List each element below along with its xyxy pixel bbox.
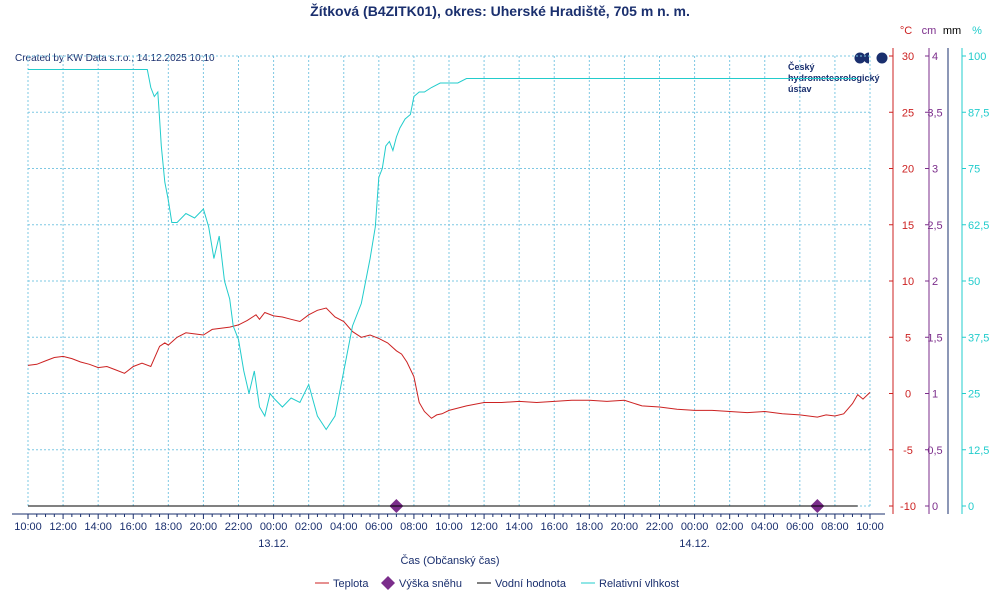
y-tick-label: 30	[902, 51, 914, 63]
y-axis-unit: °C	[900, 25, 912, 37]
y-tick-label: 12,5	[968, 445, 989, 457]
x-tick-label: 10:00	[856, 521, 884, 533]
y-axes: °C -10 -5 0 5 10 15 20 25 30 cm 0 0,5 1 1,5 2 2,5 3 3,5 4 mm…	[889, 25, 989, 514]
y-tick-label: 37,5	[968, 332, 989, 344]
x-tick-label: 04:00	[330, 521, 358, 533]
y-axis-unit: mm	[943, 25, 961, 37]
y-tick-label: 2,5	[927, 220, 942, 232]
plot-area	[27, 69, 871, 513]
legend-item: Relativní vlhkost	[581, 578, 679, 590]
date-label: 14.12.	[679, 538, 710, 550]
x-tick-label: 14:00	[84, 521, 112, 533]
y-tick-label: 15	[902, 220, 914, 232]
y-tick-label: 5	[905, 332, 911, 344]
legend-item: Výška sněhu	[381, 576, 462, 590]
x-tick-label: 12:00	[49, 521, 77, 533]
x-tick-label: 06:00	[365, 521, 393, 533]
y-tick-label: 25	[902, 107, 914, 119]
chart-title: Žítková (B4ZITK01), okres: Uherské Hradi…	[310, 2, 690, 19]
y-tick-label: 0	[932, 501, 938, 513]
x-tick-label: 06:00	[786, 521, 814, 533]
y-tick-label: 75	[968, 164, 980, 176]
y-tick-label: 25	[968, 389, 980, 401]
legend-label: Vodní hodnota	[495, 578, 567, 590]
x-tick-label: 10:00	[14, 521, 42, 533]
x-tick-label: 00:00	[260, 521, 288, 533]
y-axis-unit: cm	[922, 25, 937, 37]
date-label: 13.12.	[258, 538, 289, 550]
y-axis-mm: mm	[943, 25, 961, 514]
x-tick-label: 02:00	[716, 521, 744, 533]
series-relativn-vlhkost	[28, 69, 858, 431]
x-tick-label: 02:00	[295, 521, 323, 533]
chmi-logo-icon	[854, 52, 888, 64]
x-tick-label: 16:00	[540, 521, 568, 533]
y-tick-label: 4	[932, 51, 938, 63]
x-tick-label: 22:00	[646, 521, 674, 533]
y-tick-label: 0	[968, 501, 974, 513]
legend: Teplota Výška sněhu Vodní hodnota Relativní…	[315, 576, 679, 590]
x-tick-label: 20:00	[611, 521, 639, 533]
legend-label: Teplota	[333, 578, 369, 590]
y-axis-temp: °C -10 -5 0 5 10 15 20 25 30	[889, 25, 916, 514]
y-tick-label: -5	[903, 445, 913, 457]
credit-text: Created by KW Data s.r.o., 14.12.2025 10…	[15, 53, 215, 64]
x-tick-label: 10:00	[435, 521, 463, 533]
y-tick-label: 62,5	[968, 220, 989, 232]
y-tick-label: 3	[932, 164, 938, 176]
y-tick-label: 1	[932, 389, 938, 401]
y-tick-label: 50	[968, 276, 980, 288]
x-tick-label: 08:00	[821, 521, 849, 533]
y-tick-label: 10	[902, 276, 914, 288]
y-tick-label: 2	[932, 276, 938, 288]
series-line	[27, 307, 871, 419]
x-tick-label: 18:00	[576, 521, 604, 533]
y-tick-label: 1,5	[927, 332, 942, 344]
x-tick-label: 16:00	[119, 521, 147, 533]
x-tick-label: 04:00	[751, 521, 779, 533]
series-teplota	[27, 307, 871, 419]
x-tick-label: 00:00	[681, 521, 709, 533]
y-tick-label: -10	[900, 501, 916, 513]
x-tick-label: 20:00	[190, 521, 218, 533]
y-axis-cm: cm 0 0,5 1 1,5 2 2,5 3 3,5 4	[922, 25, 943, 514]
x-axis-label: Čas (Občanský čas)	[400, 554, 499, 567]
y-tick-label: 87,5	[968, 107, 989, 119]
x-axis: 10:00 12:00 14:00 16:00 18:00 20:00 22:00 00:00…	[12, 513, 885, 550]
y-tick-label: 0	[905, 389, 911, 401]
series-line	[28, 69, 858, 431]
x-tick-label: 08:00	[400, 521, 428, 533]
y-tick-label: 100	[968, 51, 986, 63]
legend-swatch	[381, 576, 395, 590]
y-tick-label: 20	[902, 164, 914, 176]
x-tick-label: 22:00	[225, 521, 253, 533]
legend-item: Vodní hodnota	[477, 578, 567, 590]
y-tick-label: 0,5	[927, 445, 942, 457]
x-tick-label: 14:00	[505, 521, 533, 533]
x-tick-label: 12:00	[470, 521, 498, 533]
y-tick-label: 3,5	[927, 107, 942, 119]
legend-item: Teplota	[315, 578, 369, 590]
x-tick-label: 18:00	[155, 521, 183, 533]
legend-label: Výška sněhu	[399, 578, 462, 590]
y-axis-unit: %	[972, 25, 982, 37]
logo-line1: Český	[788, 61, 815, 72]
grid	[27, 55, 871, 507]
legend-label: Relativní vlhkost	[599, 578, 679, 590]
y-axis-pct: % 0 12,5 25 37,5 50 62,5 75 87,5 100	[961, 25, 989, 514]
